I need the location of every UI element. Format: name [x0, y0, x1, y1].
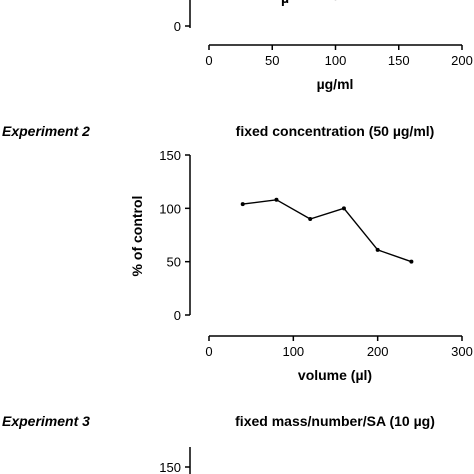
panel-2-x-tick-label: 100 — [282, 344, 304, 359]
panel-2-data-point — [274, 197, 279, 202]
panel-2-x-tick-label: 0 — [205, 344, 212, 359]
panel-2-data-point — [240, 202, 245, 207]
panel-2-x-tick-label: 200 — [367, 344, 389, 359]
experiment-2-label: Experiment 2 — [2, 123, 90, 139]
experiment-3-label: Experiment 3 — [2, 413, 90, 429]
chart-panel-2: Experiment 2 fixed concentration (50 µg/… — [2, 123, 473, 383]
panel-1-x-tick-label: 100 — [325, 53, 347, 68]
panel-2-data-point — [341, 206, 346, 211]
panel-3-title: fixed mass/number/SA (10 µg) — [235, 413, 435, 429]
panel-2-y-tick-label: 100 — [159, 201, 181, 216]
panel-1-x-tick-label: 200 — [451, 53, 473, 68]
panel-2-y-tick-label: 0 — [174, 308, 181, 323]
panel-2-y-tick-label: 50 — [167, 255, 181, 270]
panel-2-data-point — [375, 247, 380, 252]
panel-2-y-axis-label: % of control — [129, 196, 145, 277]
panel-1-x-tick-label: 0 — [205, 53, 212, 68]
panel-2-title: fixed concentration (50 µg/ml) — [236, 123, 435, 139]
panel-3-y-tick-label: 150 — [159, 460, 181, 474]
panel-1-x-tick-label: 50 — [265, 53, 279, 68]
panel-1-x-axis-label: µg/ml — [317, 76, 354, 92]
panel-2-y-tick-label: 150 — [159, 148, 181, 163]
panel-1-y-tick-label: 0 — [174, 19, 181, 34]
chart-panel-1: µ 0 0 50 100 150 200 µg/ml — [174, 0, 473, 92]
panel-1-x-tick-label: 150 — [388, 53, 410, 68]
panel-2-x-tick-label: 300 — [451, 344, 473, 359]
panel-1-title-fragment: µ — [281, 0, 289, 6]
panel-2-data-point — [308, 217, 313, 221]
panel-2-series-line — [242, 199, 412, 263]
chart-panel-3: Experiment 3 fixed mass/number/SA (10 µg… — [2, 413, 435, 474]
panel-2-data-point — [409, 259, 414, 264]
panel-2-x-axis-label: volume (µl) — [298, 367, 372, 383]
